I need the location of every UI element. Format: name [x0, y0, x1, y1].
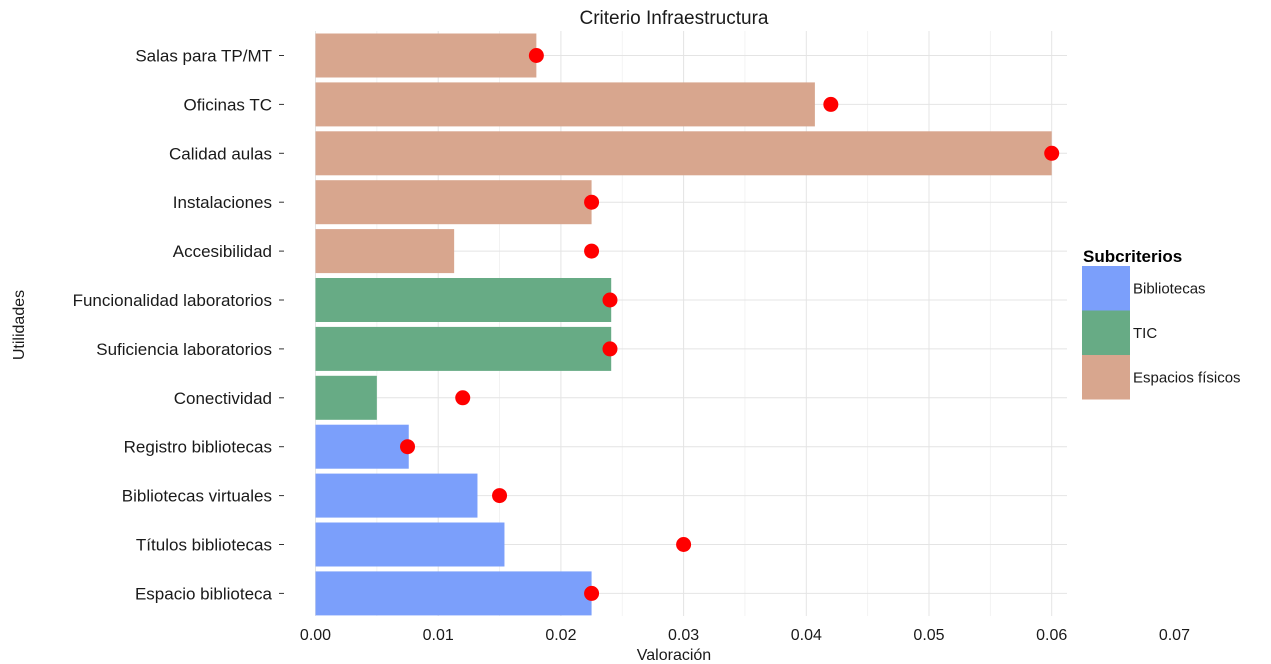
y-tick-label: Salas para TP/MT — [135, 47, 272, 66]
bar — [315, 180, 592, 225]
x-tick-label: 0.04 — [791, 627, 822, 644]
y-tick-label: Registro bibliotecas — [124, 438, 272, 457]
x-tick-label: 0.05 — [913, 627, 944, 644]
point — [400, 439, 416, 455]
bar — [315, 326, 612, 371]
y-tick-labels: Salas para TP/MT Oficinas TC Calidad aulas… — [73, 47, 284, 603]
legend-label: Espacios físicos — [1133, 370, 1241, 387]
x-tick-label: 0.00 — [300, 627, 331, 644]
legend-swatch — [1082, 266, 1130, 311]
point — [492, 488, 508, 504]
point — [584, 194, 600, 210]
y-tick-label: Instalaciones — [173, 193, 272, 212]
legend-label: TIC — [1133, 325, 1157, 342]
x-axis-title: Valoración — [637, 647, 711, 664]
legend-label: Bibliotecas — [1133, 281, 1206, 298]
chart-title: Criterio Infraestructura — [579, 8, 768, 29]
x-tick-label: 0.01 — [423, 627, 454, 644]
y-tick-label: Títulos bibliotecas — [136, 536, 272, 555]
point — [823, 96, 839, 112]
y-tick-label: Conectividad — [174, 389, 272, 408]
bar — [315, 82, 815, 127]
point — [528, 48, 544, 63]
y-tick-label: Calidad aulas — [169, 144, 272, 163]
y-tick-label: Funcionalidad laboratorios — [73, 291, 272, 310]
point — [584, 585, 600, 601]
y-tick-label: Espacio biblioteca — [135, 584, 273, 603]
legend: Subcriterios Bibliotecas TIC Espacios físi… — [1082, 247, 1241, 400]
x-tick-label: 0.02 — [545, 627, 576, 644]
x-tick-labels: 0.00 0.01 0.02 0.03 0.04 0.05 0.06 0.07 — [300, 627, 1190, 644]
x-tick-label: 0.07 — [1159, 627, 1190, 644]
bar — [315, 33, 537, 78]
point — [1044, 145, 1060, 161]
grid-lines — [315, 31, 1067, 616]
point — [602, 292, 618, 308]
bar — [315, 278, 612, 322]
y-axis-title: Utilidades — [11, 290, 28, 360]
bar — [315, 473, 478, 518]
bar — [315, 229, 455, 274]
point — [676, 537, 692, 552]
legend-swatch — [1082, 310, 1130, 355]
bar — [315, 131, 1052, 176]
bar — [315, 424, 409, 469]
point — [455, 390, 471, 406]
x-tick-label: 0.06 — [1036, 627, 1067, 644]
bar — [315, 571, 592, 616]
bar — [315, 375, 377, 420]
y-tick-label: Bibliotecas virtuales — [122, 487, 272, 506]
bars — [315, 33, 1052, 616]
bar — [315, 522, 505, 567]
y-tick-label: Accesibilidad — [173, 242, 272, 261]
point — [602, 341, 618, 357]
legend-swatch — [1082, 355, 1130, 400]
points — [400, 48, 1060, 601]
legend-title: Subcriterios — [1083, 247, 1182, 266]
x-tick-label: 0.03 — [668, 627, 699, 644]
y-tick-label: Oficinas TC — [184, 95, 273, 114]
point — [584, 243, 600, 259]
y-tick-label: Suficiencia laboratorios — [96, 340, 272, 359]
